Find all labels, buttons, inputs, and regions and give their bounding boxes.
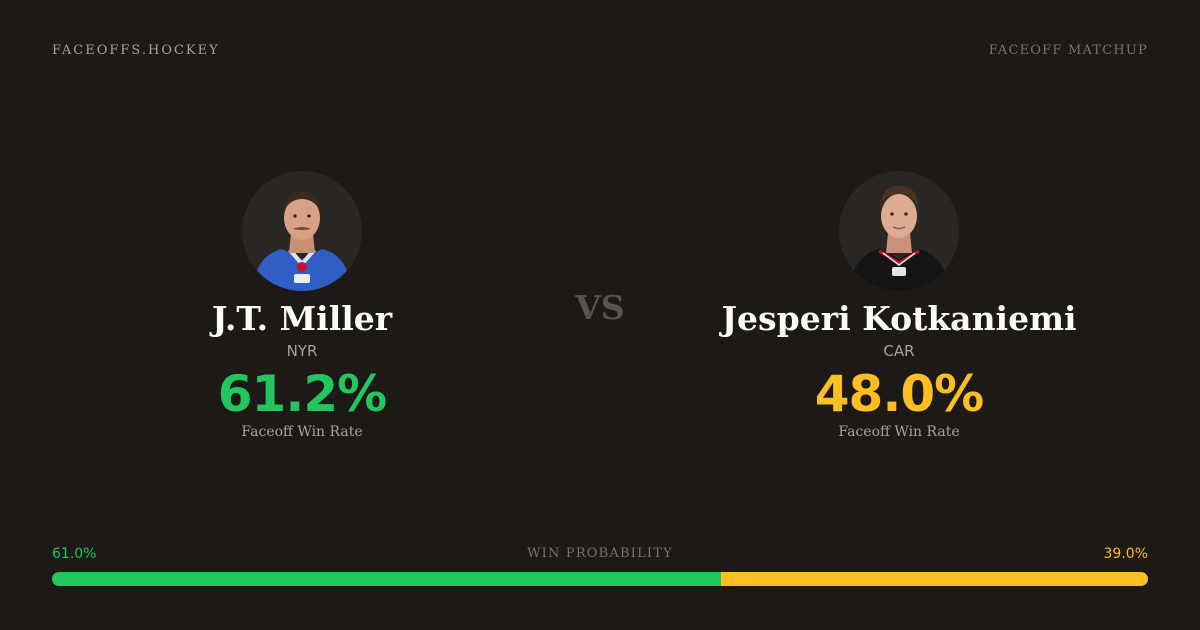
away-player-card: Jesperi Kotkaniemi CAR 48.0% Faceoff Win…: [689, 171, 1109, 441]
away-player-name[interactable]: Jesperi Kotkaniemi: [721, 299, 1077, 338]
home-win-rate-label: Faceoff Win Rate: [241, 424, 363, 440]
win-probability-bar: [52, 572, 1148, 586]
versus-label: VS: [575, 288, 625, 327]
away-faceoff-win-rate: 48.0%: [814, 365, 984, 423]
brand-logo[interactable]: FACEOFFS.HOCKEY: [52, 43, 220, 58]
win-probability-title: WIN PROBABILITY: [527, 546, 673, 561]
away-team-code: CAR: [883, 342, 915, 360]
home-team-code: NYR: [286, 342, 318, 360]
home-probability-fill: [52, 572, 721, 586]
player-headshot-icon: [252, 191, 352, 291]
home-player-headshot: [242, 171, 362, 291]
player-headshot-icon: [849, 185, 949, 291]
home-win-probability: 61.0%: [52, 546, 97, 562]
page-label: FACEOFF MATCHUP: [988, 43, 1148, 58]
away-win-rate-label: Faceoff Win Rate: [838, 424, 960, 440]
away-win-probability: 39.0%: [1103, 546, 1148, 562]
home-player-card: J.T. Miller NYR 61.2% Faceoff Win Rate: [92, 171, 512, 441]
away-probability-fill: [720, 572, 1148, 586]
away-player-headshot: [839, 171, 959, 291]
home-player-name[interactable]: J.T. Miller: [211, 299, 393, 338]
home-faceoff-win-rate: 61.2%: [217, 365, 387, 423]
